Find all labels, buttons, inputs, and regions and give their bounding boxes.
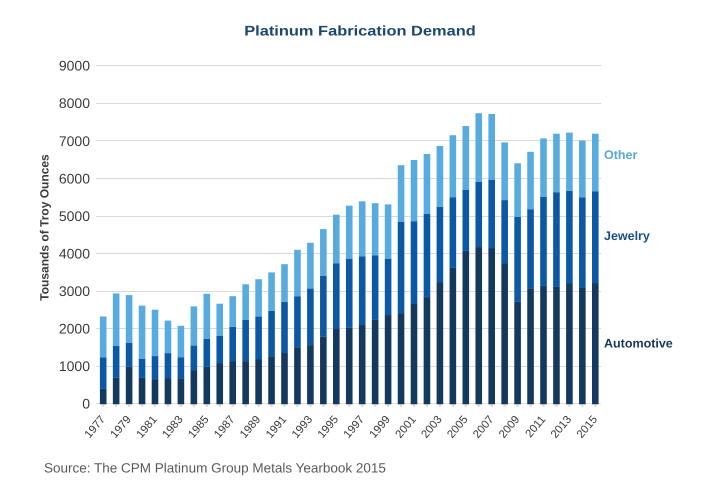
svg-text:0: 0: [82, 396, 90, 412]
svg-text:7000: 7000: [59, 133, 90, 149]
svg-text:Automotive: Automotive: [604, 337, 673, 351]
svg-text:6000: 6000: [59, 170, 90, 186]
svg-text:Other: Other: [604, 148, 637, 162]
svg-text:1000: 1000: [59, 358, 90, 374]
svg-text:2000: 2000: [59, 321, 90, 337]
svg-text:Jewelry: Jewelry: [604, 229, 650, 243]
svg-text:5000: 5000: [59, 208, 90, 224]
svg-text:9000: 9000: [59, 58, 90, 74]
svg-text:Source: The CPM Platinum Group: Source: The CPM Platinum Group Metals Ye…: [44, 461, 386, 476]
svg-text:3000: 3000: [59, 283, 90, 299]
svg-text:Platinum Fabrication Demand: Platinum Fabrication Demand: [244, 23, 476, 39]
svg-text:Tousands of Troy Ounces: Tousands of Troy Ounces: [38, 154, 52, 301]
svg-text:8000: 8000: [59, 95, 90, 111]
svg-text:4000: 4000: [59, 245, 90, 261]
